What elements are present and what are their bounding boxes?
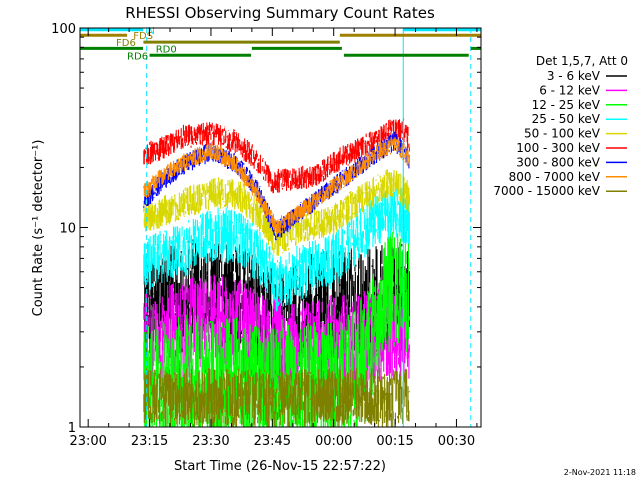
footer-date: 2-Nov-2021 11:18 xyxy=(564,468,636,477)
flag-bar-fd6: FD6 xyxy=(116,38,340,49)
y-tick-label: 10 xyxy=(59,222,76,237)
legend-item: 3 - 6 keV xyxy=(547,69,627,83)
x-tick-label: 00:15 xyxy=(376,434,413,449)
legend-item: 800 - 7000 keV xyxy=(509,170,627,184)
x-tick-label: 23:45 xyxy=(254,434,291,449)
series-trace xyxy=(143,184,410,312)
flag-label: N xyxy=(148,26,155,37)
flag-label: RD0 xyxy=(156,44,177,55)
legend-label: 25 - 50 keV xyxy=(532,112,601,126)
legend-label: 100 - 300 keV xyxy=(516,141,600,155)
legend-item: 100 - 300 keV xyxy=(516,141,627,155)
x-tick-label: 23:30 xyxy=(192,434,229,449)
x-tick-label: 00:00 xyxy=(315,434,352,449)
flag-bar-rd6: RD6 xyxy=(127,51,469,62)
legend-title: Det 1,5,7, Att 0 xyxy=(536,54,628,68)
chart-title: RHESSI Observing Summary Count Rates xyxy=(125,4,435,22)
legend-item: 12 - 25 keV xyxy=(532,98,627,112)
y-tick-label: 1 xyxy=(68,421,76,436)
flag-bar-rd0: RD0 xyxy=(80,44,481,55)
legend-item: 50 - 100 keV xyxy=(524,127,627,141)
flag-label: RD6 xyxy=(127,51,148,62)
x-axis-label: Start Time (26-Nov-15 22:57:22) xyxy=(174,459,386,474)
series-trace xyxy=(143,136,410,235)
flag-label: FD6 xyxy=(116,38,136,49)
legend-item: 6 - 12 keV xyxy=(539,83,627,97)
legend-item: 25 - 50 keV xyxy=(532,112,627,126)
flag-bar-n: N xyxy=(80,26,481,37)
x-tick-label: 23:15 xyxy=(131,434,168,449)
x-tick-label: 00:30 xyxy=(438,434,475,449)
series-trace xyxy=(143,368,410,427)
flag-bar-fds: FDS xyxy=(80,31,481,42)
legend-label: 800 - 7000 keV xyxy=(509,170,601,184)
x-tick-label: 23:00 xyxy=(69,434,106,449)
legend-item: 7000 - 15000 keV xyxy=(493,184,627,198)
y-axis-label: Count Rate (s⁻¹ detector⁻¹) xyxy=(31,140,46,317)
legend-label: 3 - 6 keV xyxy=(547,69,601,83)
legend-label: 300 - 800 keV xyxy=(516,155,600,169)
series-7000-15000-kev xyxy=(143,368,410,427)
legend-label: 7000 - 15000 keV xyxy=(493,184,600,198)
series-25-50-kev xyxy=(143,184,410,312)
series-trace xyxy=(143,169,410,257)
series-800-7000-kev xyxy=(143,136,410,235)
legend-label: 12 - 25 keV xyxy=(532,98,601,112)
legend-item: 300 - 800 keV xyxy=(516,155,627,169)
series-50-100-kev xyxy=(143,169,410,257)
legend-label: 6 - 12 keV xyxy=(539,83,601,97)
legend-label: 50 - 100 keV xyxy=(524,127,601,141)
y-tick-label: 100 xyxy=(51,22,76,37)
flag-label: FDS xyxy=(133,31,153,42)
